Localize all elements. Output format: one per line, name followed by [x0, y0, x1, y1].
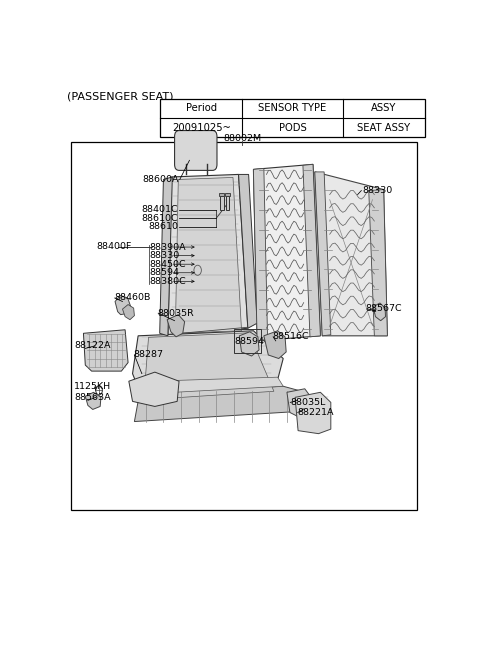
Polygon shape [168, 174, 248, 336]
Bar [225, 193, 230, 196]
Polygon shape [122, 305, 134, 320]
Text: 88035L: 88035L [290, 398, 325, 407]
Polygon shape [315, 172, 387, 336]
FancyBboxPatch shape [175, 130, 217, 170]
Text: Period: Period [186, 103, 217, 113]
Text: SEAT ASSY: SEAT ASSY [357, 122, 410, 132]
Bar [219, 193, 225, 196]
Text: 88390A: 88390A [149, 242, 186, 252]
Polygon shape [369, 189, 387, 336]
Polygon shape [175, 178, 241, 333]
Text: 88221A: 88221A [297, 408, 334, 417]
Polygon shape [240, 332, 259, 356]
Text: 88610: 88610 [148, 223, 178, 231]
Text: 88600A: 88600A [143, 175, 179, 184]
Text: 88287: 88287 [133, 350, 164, 360]
Text: 88594: 88594 [149, 269, 180, 277]
Bar [220, 196, 224, 210]
Text: 88330: 88330 [362, 186, 392, 195]
Bar [234, 329, 261, 354]
Text: PODS: PODS [278, 122, 306, 132]
Text: 88563A: 88563A [74, 393, 111, 402]
Text: 88460B: 88460B [114, 293, 150, 303]
Bar [71, 141, 417, 510]
Text: 88380C: 88380C [149, 277, 186, 286]
Polygon shape [132, 331, 283, 402]
Polygon shape [315, 172, 331, 336]
Polygon shape [253, 164, 321, 341]
Bar [160, 99, 424, 137]
Polygon shape [167, 314, 185, 337]
Polygon shape [144, 333, 274, 400]
Text: 88594: 88594 [234, 337, 264, 346]
Polygon shape [303, 164, 321, 337]
Text: (PASSENGER SEAT): (PASSENGER SEAT) [67, 91, 174, 102]
Text: SENSOR TYPE: SENSOR TYPE [258, 103, 326, 113]
Text: 20091025~: 20091025~ [172, 122, 231, 132]
Text: 88400F: 88400F [96, 242, 132, 251]
Text: 88450C: 88450C [149, 259, 186, 269]
Polygon shape [129, 372, 179, 406]
Text: 1125KH: 1125KH [74, 382, 111, 391]
Polygon shape [287, 389, 311, 417]
Text: 88567C: 88567C [365, 303, 402, 312]
Polygon shape [160, 177, 172, 336]
Polygon shape [264, 331, 286, 358]
Polygon shape [115, 295, 131, 314]
Polygon shape [84, 329, 128, 371]
Text: 88035R: 88035R [157, 309, 194, 318]
Text: 88122A: 88122A [74, 341, 110, 350]
Bar [226, 196, 229, 210]
Polygon shape [147, 377, 283, 394]
Polygon shape [295, 392, 331, 434]
Text: 88330: 88330 [149, 251, 180, 260]
Polygon shape [85, 392, 101, 409]
Text: ASSY: ASSY [371, 103, 396, 113]
Polygon shape [134, 386, 302, 422]
Text: 88610C: 88610C [142, 214, 178, 223]
Polygon shape [239, 174, 257, 328]
Polygon shape [253, 168, 267, 341]
Text: 88516C: 88516C [273, 332, 310, 341]
Polygon shape [373, 303, 385, 321]
Text: 88002M: 88002M [223, 134, 261, 143]
Text: 88401C: 88401C [142, 205, 178, 214]
